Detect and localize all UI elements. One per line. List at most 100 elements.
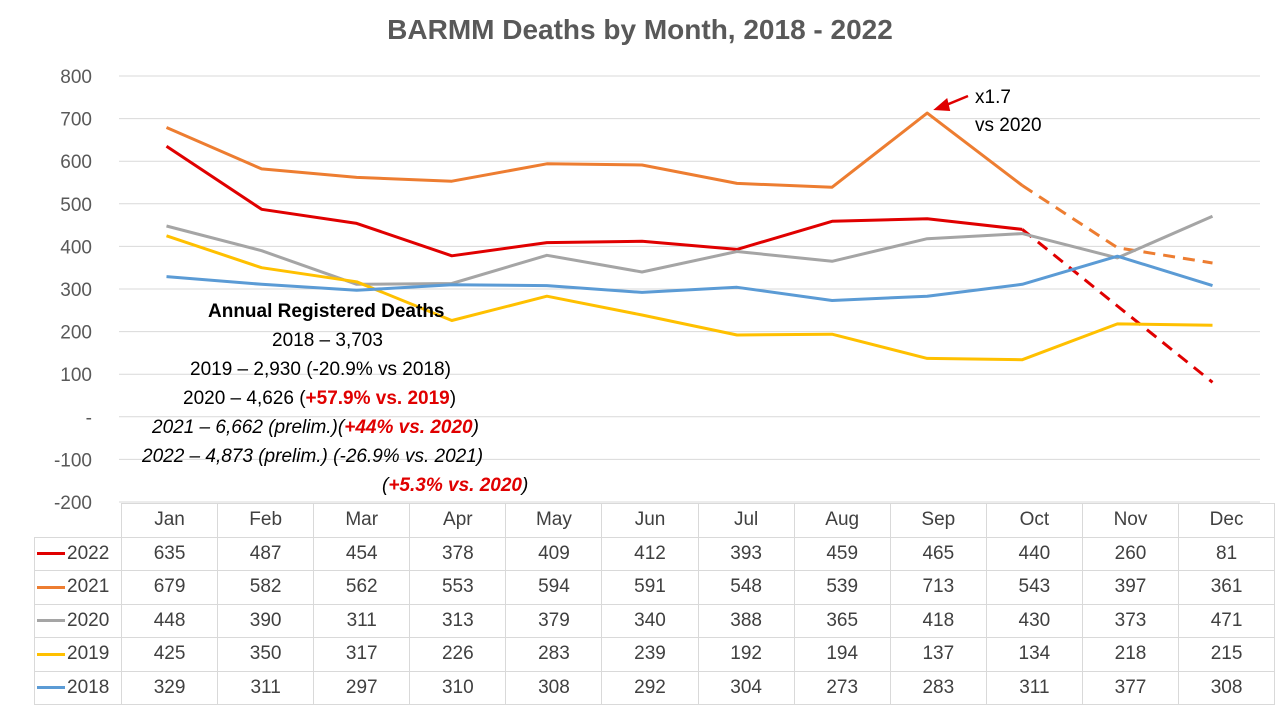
table-row: 2019 425 350 317 226 283 239 192 194 137 134 218 215 <box>34 637 1276 672</box>
data-label: 350 <box>217 637 315 672</box>
table-row: 2020 448 390 311 313 379 340 388 365 418 430 373 471 <box>34 603 1276 638</box>
data-label: 340 <box>601 603 699 638</box>
data-label: 308 <box>505 670 603 705</box>
data-label: 379 <box>505 603 603 638</box>
legend-swatch <box>37 552 65 556</box>
y-tick-label: 100 <box>60 365 92 386</box>
data-label: 418 <box>889 603 987 638</box>
legend-label: 2021 <box>67 576 110 598</box>
annotation-2021-change: +44% vs. 2020 <box>344 417 473 438</box>
data-label: 292 <box>601 670 699 705</box>
data-label: 226 <box>409 637 507 672</box>
data-label: 192 <box>697 637 795 672</box>
x-tick-label: Mar <box>313 503 411 538</box>
data-label: 239 <box>601 637 699 672</box>
data-label: 361 <box>1178 570 1276 605</box>
y-tick-label: 300 <box>60 280 92 301</box>
series-line-projected-2021 <box>1021 184 1213 265</box>
data-label: 487 <box>217 536 315 571</box>
legend-swatch <box>37 619 65 623</box>
legend-entry: 2019 <box>34 637 122 672</box>
data-label: 134 <box>985 637 1083 672</box>
data-label: 283 <box>505 637 603 672</box>
annotation-2022b-close: ) <box>521 475 529 496</box>
data-label: 317 <box>313 637 411 672</box>
legend-label: 2019 <box>67 643 110 665</box>
y-tick-label: - <box>86 408 92 429</box>
data-label: 81 <box>1178 536 1276 571</box>
y-tick-label: 200 <box>60 323 92 344</box>
data-label: 304 <box>697 670 795 705</box>
series-line-projected-2022 <box>1021 228 1214 384</box>
data-label: 311 <box>217 670 315 705</box>
legend-entry: 2018 <box>34 670 122 705</box>
x-tick-label: Apr <box>409 503 507 538</box>
y-tick-label: 500 <box>60 195 92 216</box>
table-corner <box>34 503 122 537</box>
legend-entry: 2021 <box>34 570 122 605</box>
x-tick-label: Feb <box>217 503 315 538</box>
data-label: 260 <box>1081 536 1180 571</box>
x-tick-label: Jun <box>601 503 699 538</box>
y-tick-label: 600 <box>60 152 92 173</box>
legend-entry: 2020 <box>34 603 122 638</box>
x-tick-label: Jul <box>697 503 795 538</box>
annotation-2021: 2021 – 6,662 (prelim.)(+44% vs. 2020) <box>152 413 672 442</box>
table-header-row: Jan Feb Mar Apr May Jun Jul Aug Sep Oct Nov Dec <box>34 503 1276 538</box>
data-table: Jan Feb Mar Apr May Jun Jul Aug Sep Oct Nov Dec 2022… <box>34 503 1276 705</box>
data-label: 713 <box>889 570 987 605</box>
y-tick-label: -100 <box>54 450 92 471</box>
data-label: 465 <box>889 536 987 571</box>
data-label: 591 <box>601 570 699 605</box>
table-row: 2018 329 311 297 310 308 292 304 273 283 311 377 308 <box>34 670 1276 705</box>
series-line-2019 <box>166 234 1213 362</box>
annual-deaths-annotation: Annual Registered Deaths 2018 – 3,703 20… <box>80 297 600 500</box>
legend-swatch <box>37 652 65 656</box>
legend-entry: 2022 <box>34 536 122 571</box>
legend-label: 2020 <box>67 609 110 631</box>
data-label: 454 <box>313 536 411 571</box>
data-label: 365 <box>793 603 891 638</box>
x-tick-label: Oct <box>985 503 1083 538</box>
series-line-2018 <box>166 254 1213 302</box>
data-label: 373 <box>1081 603 1180 638</box>
annotation-2019: 2019 – 2,930 (-20.9% vs 2018) <box>190 359 451 380</box>
callout-arrow-head <box>933 98 951 112</box>
data-label: 553 <box>409 570 507 605</box>
data-label: 393 <box>697 536 795 571</box>
data-label: 425 <box>120 637 219 672</box>
annotation-2022b-change: +5.3% vs. 2020 <box>388 475 522 496</box>
x-tick-label: Aug <box>793 503 891 538</box>
data-label: 388 <box>697 603 795 638</box>
series-line-2022 <box>165 145 1023 258</box>
legend-swatch <box>37 585 65 589</box>
data-label: 635 <box>120 536 219 571</box>
data-label: 459 <box>793 536 891 571</box>
data-label: 137 <box>889 637 987 672</box>
data-label: 594 <box>505 570 603 605</box>
data-label: 329 <box>120 670 219 705</box>
callout-note: x1.7 vs 2020 <box>975 84 1042 140</box>
data-label: 412 <box>601 536 699 571</box>
series-line-2021 <box>165 111 1024 189</box>
annotation-2020-close: ) <box>449 388 457 409</box>
data-label: 310 <box>409 670 507 705</box>
data-label: 440 <box>985 536 1083 571</box>
data-label: 548 <box>697 570 795 605</box>
x-tick-label: Dec <box>1178 503 1276 538</box>
data-label: 679 <box>120 570 219 605</box>
y-tick-label: 800 <box>60 67 92 88</box>
annotation-2022-vs-2020: (+5.3% vs. 2020) <box>382 471 902 500</box>
data-label: 582 <box>217 570 315 605</box>
data-label: 390 <box>217 603 315 638</box>
data-label: 283 <box>889 670 987 705</box>
legend-label: 2018 <box>67 676 110 698</box>
annotation-2020-text: 2020 – 4,626 ( <box>183 388 306 409</box>
data-label: 273 <box>793 670 891 705</box>
data-label: 543 <box>985 570 1083 605</box>
annotation-2022b-open: ( <box>382 475 389 496</box>
x-tick-label: Nov <box>1081 503 1180 538</box>
data-label: 311 <box>985 670 1083 705</box>
annotation-2021-close: ) <box>472 417 479 438</box>
data-label: 397 <box>1081 570 1180 605</box>
